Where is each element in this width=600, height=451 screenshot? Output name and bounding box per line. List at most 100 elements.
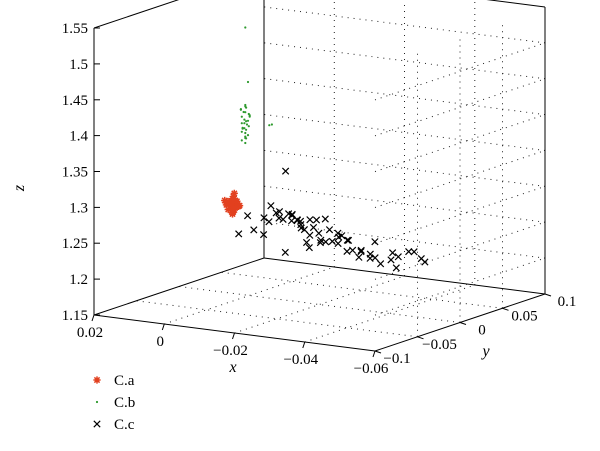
y-tick-mark: [374, 350, 382, 354]
data-point: [357, 246, 365, 255]
data-point: [306, 216, 314, 224]
data-point: [265, 218, 273, 226]
data-point: [344, 236, 353, 245]
data-point: [287, 217, 296, 225]
data-point: [305, 243, 313, 252]
legend: C.a C.b C.c: [93, 373, 135, 433]
data-point: [246, 119, 250, 122]
data-point: [230, 189, 238, 197]
y-tick-label: −0.05: [422, 337, 457, 353]
x-tick-label: −0.02: [213, 343, 248, 359]
y-tick-label: 0.05: [511, 308, 537, 324]
data-point: [240, 115, 243, 118]
data-point: [244, 111, 247, 114]
data-point: [302, 238, 311, 247]
data-point: [267, 202, 275, 210]
data-point: [224, 205, 232, 214]
grid-line: [136, 300, 418, 338]
z-tick-label: 1.2: [69, 272, 88, 288]
data-point: [248, 115, 251, 118]
data-point: [239, 108, 242, 111]
series-c-b: [239, 26, 273, 145]
data-point: [296, 217, 305, 225]
x-tick-label: 0.02: [77, 325, 103, 341]
z-tick-label: 1.4: [69, 129, 88, 145]
series-c-c: [235, 167, 429, 272]
data-point: [244, 136, 247, 140]
data-point: [235, 230, 243, 238]
z-tick-label: 1.25: [62, 236, 88, 252]
grid-line: [374, 42, 546, 101]
data-point: [231, 204, 239, 212]
x-tick-label: −0.04: [283, 352, 318, 368]
z-tick-label: 1.35: [62, 165, 88, 181]
z-tick-label: 1.45: [62, 93, 88, 109]
data-point: [392, 264, 400, 272]
data-point: [230, 206, 238, 214]
data-point: [343, 236, 351, 244]
data-point: [306, 231, 314, 239]
data-point: [421, 258, 429, 266]
z-tick-label: 1.55: [62, 21, 88, 37]
data-point: [328, 237, 336, 246]
legend-label-ca: C.a: [114, 373, 135, 389]
box-edge: [486, 0, 546, 8]
grid-line: [374, 114, 546, 173]
z-tick-label: 1.5: [69, 57, 88, 73]
data-point: [334, 239, 342, 248]
data-point: [366, 250, 374, 258]
x-tick-mark: [91, 314, 95, 322]
data-point: [275, 207, 284, 216]
data-point: [388, 249, 397, 257]
y-tick-mark: [459, 322, 467, 325]
x-tick-mark: [232, 332, 235, 340]
series-c-a: [221, 189, 244, 218]
data-point: [259, 230, 268, 239]
data-point: [240, 122, 243, 125]
data-point: [244, 26, 247, 29]
legend-markers: [93, 376, 101, 428]
grid-line: [221, 271, 503, 309]
y-tick-label: −0.1: [383, 351, 410, 367]
data-point: [228, 210, 237, 218]
data-point: [245, 123, 249, 126]
box-edge: [263, 257, 546, 295]
data-point: [229, 192, 237, 201]
data-point: [228, 202, 236, 210]
data-point: [387, 256, 395, 264]
data-point: [343, 247, 351, 256]
points-layer: [221, 26, 429, 272]
y-tick-mark: [417, 336, 424, 340]
data-point: [317, 236, 325, 244]
data-point: [244, 131, 247, 135]
tick-layer: −0.06 −0.04 −0.02 0 0.02 −0.1 −0.05 0 0.05 0.1 1.1…: [62, 21, 577, 377]
grid-line: [164, 266, 335, 325]
data-point: [268, 124, 271, 127]
data-point: [245, 120, 248, 123]
data-point: [245, 128, 248, 131]
data-point: [316, 238, 325, 247]
data-point: [270, 123, 273, 126]
data-point: [228, 195, 236, 203]
z-tick-label: 1.15: [62, 308, 88, 324]
data-point: [243, 118, 246, 121]
data-point: [243, 212, 252, 220]
y-axis-label: y: [480, 343, 490, 360]
legend-marker: [93, 376, 101, 384]
data-point: [250, 226, 258, 234]
y-tick-mark: [544, 293, 552, 297]
box-edge: [93, 0, 180, 29]
data-point: [335, 233, 343, 241]
data-point: [244, 141, 247, 145]
legend-marker: [95, 400, 99, 404]
data-point: [281, 167, 290, 175]
data-point: [247, 125, 250, 128]
legend-label-cb: C.b: [114, 395, 135, 411]
x-axis-label: x: [228, 359, 236, 376]
data-point: [376, 260, 385, 268]
y-tick-label: 0: [478, 323, 486, 339]
data-point: [315, 229, 323, 237]
data-point: [312, 216, 321, 224]
legend-label-cc: C.c: [114, 417, 135, 433]
